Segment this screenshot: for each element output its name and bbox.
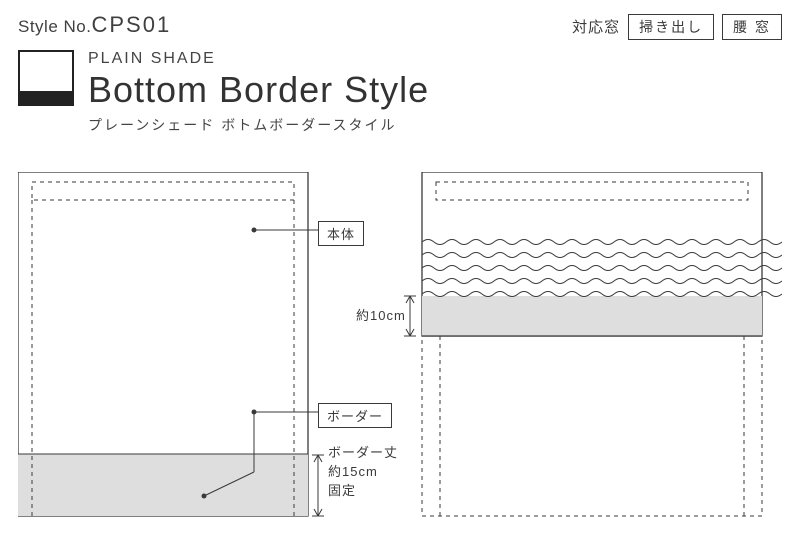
tag-halfheight: 腰 窓 (722, 14, 782, 40)
border-len-value: 約15cm (328, 464, 378, 479)
title-en-sub: PLAIN SHADE (88, 50, 429, 68)
window-tags: 対応窓 掃き出し 腰 窓 (572, 14, 782, 40)
label-border: ボーダー (318, 403, 392, 428)
style-code: CPS01 (91, 12, 171, 37)
note-border-length: ボーダー丈 約15cm 固定 (328, 444, 398, 501)
diagram-svg (18, 172, 782, 526)
window-tag-label: 対応窓 (572, 16, 620, 37)
border-len-title: ボーダー丈 (328, 445, 398, 460)
tag-fullheight: 掃き出し (628, 14, 714, 40)
shade-icon (18, 50, 74, 106)
note-approx-10cm: 約10cm (356, 307, 406, 326)
border-len-fixed: 固定 (328, 483, 356, 498)
title-jp: プレーンシェード ボトムボーダースタイル (88, 115, 429, 135)
title-en-main: Bottom Border Style (88, 70, 429, 110)
style-number: Style No.CPS01 (18, 12, 171, 38)
style-prefix: Style No. (18, 17, 91, 36)
label-body: 本体 (318, 221, 364, 246)
